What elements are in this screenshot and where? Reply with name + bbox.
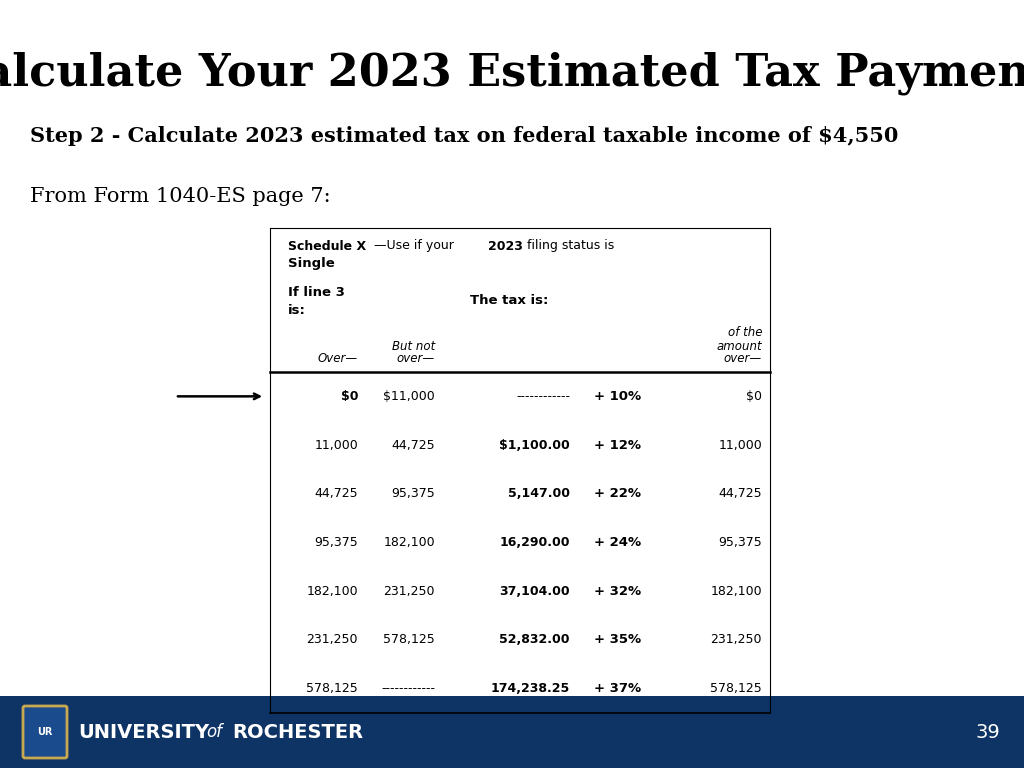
- Text: Single: Single: [288, 257, 335, 270]
- Text: 578,125: 578,125: [306, 682, 358, 695]
- Text: 231,250: 231,250: [384, 584, 435, 598]
- Text: Over—: Over—: [317, 353, 358, 366]
- Text: 44,725: 44,725: [391, 439, 435, 452]
- Bar: [0, 696, 1024, 768]
- Text: $11,000: $11,000: [383, 390, 435, 403]
- FancyBboxPatch shape: [23, 706, 67, 758]
- Text: 95,375: 95,375: [391, 487, 435, 500]
- Text: 231,250: 231,250: [306, 634, 358, 647]
- Text: of the: of the: [727, 326, 762, 339]
- Text: is:: is:: [288, 303, 306, 316]
- Text: of: of: [206, 723, 222, 741]
- Text: amount: amount: [717, 339, 762, 353]
- Text: 182,100: 182,100: [306, 584, 358, 598]
- Text: The tax is:: The tax is:: [470, 294, 549, 307]
- Text: 95,375: 95,375: [718, 536, 762, 549]
- Text: $0: $0: [746, 390, 762, 403]
- Text: 11,000: 11,000: [718, 439, 762, 452]
- Text: filing status is: filing status is: [523, 240, 614, 253]
- Text: 578,125: 578,125: [711, 682, 762, 695]
- Text: ------------: ------------: [381, 682, 435, 695]
- Text: 16,290.00: 16,290.00: [500, 536, 570, 549]
- Text: Schedule X: Schedule X: [288, 240, 367, 253]
- Text: $0: $0: [341, 390, 358, 403]
- Text: Step 2 - Calculate 2023 estimated tax on federal taxable income of $4,550: Step 2 - Calculate 2023 estimated tax on…: [30, 126, 898, 146]
- Text: $1,100.00: $1,100.00: [500, 439, 570, 452]
- Text: over—: over—: [397, 353, 435, 366]
- Text: Calculate Your 2023 Estimated Tax Payments: Calculate Your 2023 Estimated Tax Paymen…: [0, 51, 1024, 94]
- Text: 44,725: 44,725: [719, 487, 762, 500]
- Text: over—: over—: [724, 353, 762, 366]
- Text: 37,104.00: 37,104.00: [500, 584, 570, 598]
- Text: ROCHESTER: ROCHESTER: [232, 723, 364, 741]
- Text: 39: 39: [975, 723, 1000, 741]
- Text: + 12%: + 12%: [595, 439, 641, 452]
- Text: + 24%: + 24%: [595, 536, 642, 549]
- Text: UR: UR: [37, 727, 52, 737]
- Text: 44,725: 44,725: [314, 487, 358, 500]
- Text: + 22%: + 22%: [595, 487, 641, 500]
- Text: 182,100: 182,100: [711, 584, 762, 598]
- Text: + 37%: + 37%: [595, 682, 642, 695]
- Text: + 10%: + 10%: [595, 390, 642, 403]
- Text: 2023: 2023: [488, 240, 523, 253]
- Text: 11,000: 11,000: [314, 439, 358, 452]
- Text: —Use if your: —Use if your: [374, 240, 458, 253]
- Text: 95,375: 95,375: [314, 536, 358, 549]
- Text: ------------: ------------: [516, 390, 570, 403]
- Text: + 32%: + 32%: [595, 584, 642, 598]
- Text: From Form 1040-ES page 7:: From Form 1040-ES page 7:: [30, 187, 331, 206]
- Text: 5,147.00: 5,147.00: [508, 487, 570, 500]
- Text: 182,100: 182,100: [383, 536, 435, 549]
- Text: But not: But not: [392, 339, 435, 353]
- Text: + 35%: + 35%: [595, 634, 642, 647]
- Text: UNIVERSITY: UNIVERSITY: [78, 723, 209, 741]
- Text: 231,250: 231,250: [711, 634, 762, 647]
- Text: If line 3: If line 3: [288, 286, 345, 300]
- Text: 578,125: 578,125: [383, 634, 435, 647]
- Text: 174,238.25: 174,238.25: [490, 682, 570, 695]
- Text: 52,832.00: 52,832.00: [500, 634, 570, 647]
